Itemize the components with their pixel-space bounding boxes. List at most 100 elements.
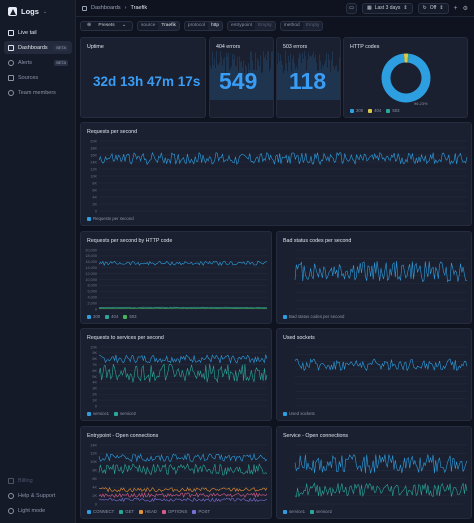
presets-button[interactable]: ⊜ Presets ⌄ [80, 20, 134, 31]
legend-item[interactable]: Used sockets [283, 411, 315, 416]
legend-item[interactable]: Bad status codes per second [283, 314, 344, 319]
refresh-select[interactable]: ↻ Off ⇕ [417, 2, 449, 14]
sparkline-bar [260, 55, 261, 100]
settings-icon[interactable]: ⚙ [462, 5, 468, 12]
sidebar-item-sources[interactable]: Sources [4, 71, 72, 84]
sidebar-item-live-tail[interactable]: Live tail [4, 26, 72, 39]
series-line [98, 363, 268, 384]
sparkline-bar [212, 51, 213, 100]
sparkline-bar [216, 50, 217, 100]
sun-icon [8, 507, 14, 514]
y-tick-label: 2K [92, 494, 97, 498]
sparkline-bar [290, 53, 291, 100]
legend-label: service2 [120, 411, 137, 416]
legend-item[interactable]: service1 [283, 509, 305, 514]
sparkline-bar [273, 51, 274, 100]
y-tick-label: 6,000 [87, 290, 97, 294]
panel-title: 404 errors [216, 44, 241, 50]
sparkline-bar [322, 64, 323, 100]
panel-title: Entrypoint - Open connections [87, 433, 159, 439]
filter-method[interactable]: method Empty [279, 20, 324, 31]
sparkline-bar [272, 51, 273, 100]
legend-item[interactable]: service2 [114, 411, 136, 416]
legend-item[interactable]: GET [119, 509, 134, 514]
presets-text: Presets [98, 23, 115, 28]
filter-entrypoint[interactable]: entrypoint Empty [227, 20, 276, 31]
panel-title: HTTP codes [350, 44, 380, 50]
legend-label: 404 [111, 314, 119, 319]
panel-toggle-button[interactable]: ▭ [346, 2, 358, 14]
legend-label: 200 [93, 314, 101, 319]
sparkline-bar [279, 61, 280, 100]
sparkline-bar [334, 69, 335, 100]
time-range-select[interactable]: ▦ Last 3 days ⇕ [362, 2, 413, 14]
legend-swatch [87, 411, 91, 416]
sparkline-bar [289, 61, 290, 100]
app-switcher[interactable]: Logs ⌄ [8, 7, 47, 16]
sidebar-item-billing[interactable]: Billing [4, 474, 72, 487]
add-icon[interactable]: + [453, 4, 458, 12]
legend-item[interactable]: Requests per second [87, 216, 134, 221]
legend-item[interactable]: HEAD [139, 509, 157, 514]
sparkline-bar [254, 69, 255, 100]
legend-swatch [114, 411, 119, 416]
y-tick-label: 4K [92, 485, 97, 489]
errors-503-value: 118 [289, 68, 327, 94]
sidebar-item-label: Light mode [18, 507, 46, 514]
legend-item[interactable]: POST [192, 509, 210, 514]
sparkline-bar [242, 67, 243, 100]
legend-item[interactable]: 404 [105, 314, 118, 319]
sparkline-bar [226, 52, 227, 100]
sidebar-item-team-members[interactable]: Team members [4, 86, 72, 99]
legend-item[interactable]: service1 [87, 411, 109, 416]
chart-legend: service1 service2 [283, 509, 332, 514]
sparkline-bar [268, 51, 269, 100]
sidebar-icon: ▭ [349, 5, 354, 11]
sparkline-bar [248, 63, 249, 100]
filter-protocol[interactable]: protocol http [183, 20, 223, 31]
sidebar-item-alerts[interactable]: Alerts BETA [4, 56, 72, 69]
y-tick-label: 10K [90, 460, 97, 464]
sparkline-bar [234, 54, 235, 100]
sparkline-bar [214, 58, 215, 100]
sparkline-bar [230, 68, 231, 100]
y-tick-label: 0 [95, 404, 97, 408]
y-tick-label: 12,000 [85, 272, 97, 276]
legend-item[interactable]: service2 [310, 509, 332, 514]
legend-item[interactable]: 503 [386, 108, 400, 113]
legend-swatch [310, 509, 315, 514]
series-line [98, 492, 268, 499]
sidebar-item-dashboards[interactable]: Dashboards BETA [4, 41, 72, 54]
y-tick-label: 1K [92, 398, 97, 402]
legend-item[interactable]: 503 [123, 314, 137, 319]
sidebar-item-help[interactable]: Help & Support [4, 489, 72, 502]
sparkline-bar [332, 51, 333, 100]
y-tick-label: 4,000 [87, 296, 97, 300]
legend-item[interactable]: CONNECT [87, 509, 114, 514]
legend-item[interactable]: 404 [368, 108, 381, 113]
sparkline-bar [229, 70, 230, 100]
legend-item[interactable]: OPTIONS [162, 509, 187, 514]
y-tick-label: 6K [92, 477, 97, 481]
breadcrumb-root[interactable]: Dashboards [91, 5, 121, 11]
sparkline-bar [326, 53, 327, 100]
filter-bar: ⊜ Presets ⌄ source Traefik protocol http e… [80, 20, 472, 31]
panel-title: 503 errors [283, 44, 308, 50]
sparkline-bar [309, 56, 310, 100]
sparkline-bar [249, 69, 250, 100]
legend-swatch [283, 509, 287, 514]
help-icon [8, 492, 14, 499]
legend-item[interactable]: 200 [87, 314, 100, 319]
app-name: Logs [21, 7, 39, 16]
legend-swatch [123, 314, 128, 319]
sparkline-bar [330, 71, 331, 100]
y-tick-label: 0 [95, 502, 97, 506]
legend-item[interactable]: 200 [350, 108, 363, 113]
sparkline-bar [307, 59, 308, 100]
sidebar-footer: Billing Help & Support Light mode [4, 474, 72, 519]
sparkline-bar [338, 70, 339, 100]
filter-source[interactable]: source Traefik [137, 20, 180, 31]
y-tick-label: 6K [92, 188, 97, 192]
sidebar-item-light-mode[interactable]: Light mode [4, 504, 72, 517]
